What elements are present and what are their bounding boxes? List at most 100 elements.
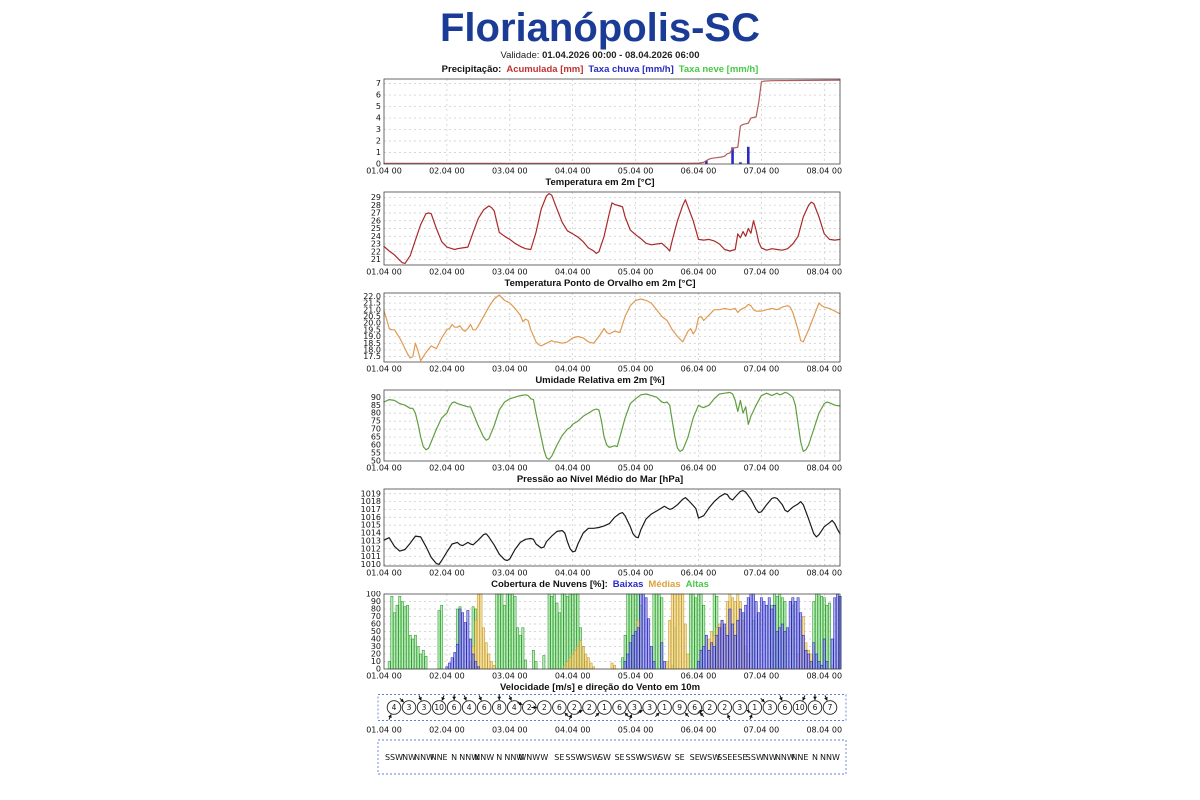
svg-text:08.04 00: 08.04 00: [806, 672, 842, 681]
wind-speed-value: 6: [482, 703, 487, 712]
axis-tick-labels: 01.04 00 02.04 00 03.04 00 04.04 00 05.04 00…: [366, 591, 842, 681]
series-line: [383, 391, 841, 461]
svg-text:50: 50: [371, 457, 381, 466]
svg-text:02.04 00: 02.04 00: [429, 464, 465, 473]
wind-chart: 4 3 3 10 6 4 6 8 4 2 2 6 2 2 1 6 3 3 1 9 6 2 2 3 1 3 6 10 6 7 01.04 00…: [366, 694, 847, 775]
svg-text:22: 22: [371, 247, 381, 256]
svg-text:90: 90: [371, 597, 381, 606]
wind-speed-marker: [386, 700, 402, 715]
svg-text:3: 3: [376, 125, 381, 134]
wind-speed-value: 6: [617, 703, 622, 712]
wind-speed-value: 2: [707, 703, 712, 712]
wind-direction-label: NNW: [504, 753, 524, 762]
wind-speed-marker: [582, 700, 597, 715]
wind-direction-label: NNW: [414, 753, 434, 762]
wind-speed-marker: [476, 700, 492, 715]
wind-direction-label: SW: [598, 753, 611, 762]
svg-text:06.04 00: 06.04 00: [681, 464, 717, 473]
svg-text:06.04 00: 06.04 00: [681, 569, 717, 578]
svg-text:1016: 1016: [361, 513, 381, 522]
wind-arrow-head: [418, 696, 422, 701]
wind-speed-value: 6: [692, 703, 697, 712]
wind-speed-marker: [416, 700, 432, 715]
axis-tick-labels: 01.04 00 02.04 00 03.04 00 04.04 00 05.04 00…: [361, 489, 842, 577]
clouds-chart-title: Cobertura de Nuvens [%]: Baixas Médias Alta…: [350, 578, 850, 591]
wind-speed-marker: [657, 700, 672, 715]
svg-text:03.04 00: 03.04 00: [492, 464, 528, 473]
svg-text:0: 0: [376, 160, 381, 169]
wind-arrow-head: [463, 696, 467, 701]
svg-text:05.04 00: 05.04 00: [618, 268, 654, 277]
svg-text:18.0: 18.0: [363, 346, 381, 355]
chart-title-part: Cobertura de Nuvens [%]:: [491, 579, 608, 590]
series-group: [383, 79, 841, 165]
wind-speed-marker: [792, 700, 808, 715]
gridlines: [384, 79, 840, 164]
wind-speed-marker: [507, 700, 522, 715]
svg-text:27: 27: [371, 209, 381, 218]
chart-title-part: Temperatura Ponto de Orvalho em 2m [°C]: [504, 278, 696, 289]
wind-speed-value: 3: [737, 703, 742, 712]
svg-text:19.5: 19.5: [363, 325, 381, 334]
svg-text:01.04 00: 01.04 00: [366, 726, 402, 735]
svg-text:07.04 00: 07.04 00: [744, 672, 780, 681]
svg-text:21.5: 21.5: [363, 299, 381, 308]
svg-text:04.04 00: 04.04 00: [555, 464, 591, 473]
chart-title-part: Altas: [685, 579, 709, 590]
series-line: [383, 79, 841, 165]
svg-text:07.04 00: 07.04 00: [744, 167, 780, 176]
svg-text:1011: 1011: [361, 552, 381, 561]
svg-text:06.04 00: 06.04 00: [681, 365, 717, 374]
wind-speed-value: 4: [467, 703, 472, 712]
series-group: [383, 391, 841, 461]
svg-text:05.04 00: 05.04 00: [618, 726, 654, 735]
svg-text:23: 23: [371, 240, 381, 249]
wind-arrow-head: [699, 712, 704, 717]
wind-direction-label: ESE: [732, 753, 747, 762]
svg-text:20: 20: [371, 650, 381, 659]
series-group: [383, 192, 841, 265]
wind-speed-value: 1: [752, 703, 757, 712]
chart-title-part: Velocidade [m/s] e direção do Vento em 1…: [499, 682, 701, 693]
svg-text:07.04 00: 07.04 00: [744, 365, 780, 374]
chart-title-part: Baixas: [612, 579, 644, 590]
wind-speed-value: 4: [392, 703, 397, 712]
wind-arrow-head: [813, 696, 817, 700]
chart-title-part: Médias: [648, 579, 681, 590]
svg-text:29: 29: [371, 193, 381, 202]
svg-text:01.04 00: 01.04 00: [366, 672, 402, 681]
svg-text:10: 10: [371, 657, 381, 666]
svg-text:03.04 00: 03.04 00: [492, 569, 528, 578]
wind-speed-value: 2: [542, 703, 547, 712]
svg-text:75: 75: [371, 417, 381, 426]
wind-speed-value: 3: [647, 703, 652, 712]
series-group: [383, 489, 841, 566]
svg-text:04.04 00: 04.04 00: [555, 167, 591, 176]
svg-text:06.04 00: 06.04 00: [681, 268, 717, 277]
wind-arrow-head: [684, 712, 689, 717]
wind-direction-label: NNE: [431, 753, 448, 762]
svg-text:01.04 00: 01.04 00: [366, 464, 402, 473]
wind-speed-marker: [702, 700, 717, 715]
svg-text:08.04 00: 08.04 00: [806, 365, 842, 374]
wind-speed-marker: [807, 700, 823, 715]
wind-speed-value: 2: [722, 703, 727, 712]
svg-text:1: 1: [376, 148, 381, 157]
svg-text:03.04 00: 03.04 00: [492, 672, 528, 681]
svg-text:07.04 00: 07.04 00: [744, 268, 780, 277]
wind-direction-label: SE: [675, 753, 685, 762]
chart-title-part: Acumulada [mm]: [506, 64, 584, 75]
wind-direction-label: SW: [658, 753, 671, 762]
svg-text:6: 6: [376, 91, 381, 100]
wind-direction-label: SE: [690, 753, 700, 762]
dewpoint-chart-title: Temperatura Ponto de Orvalho em 2m [°C]: [350, 277, 850, 290]
wind-arrow-head: [824, 696, 828, 701]
precipitation-chart-title: Precipitação: Acumulada [mm] Taxa chuva [m…: [350, 63, 850, 76]
wind-arrow-head: [533, 705, 537, 710]
svg-text:02.04 00: 02.04 00: [429, 569, 465, 578]
svg-text:05.04 00: 05.04 00: [618, 365, 654, 374]
svg-text:80: 80: [371, 605, 381, 614]
wind-speed-marker: [732, 700, 748, 715]
